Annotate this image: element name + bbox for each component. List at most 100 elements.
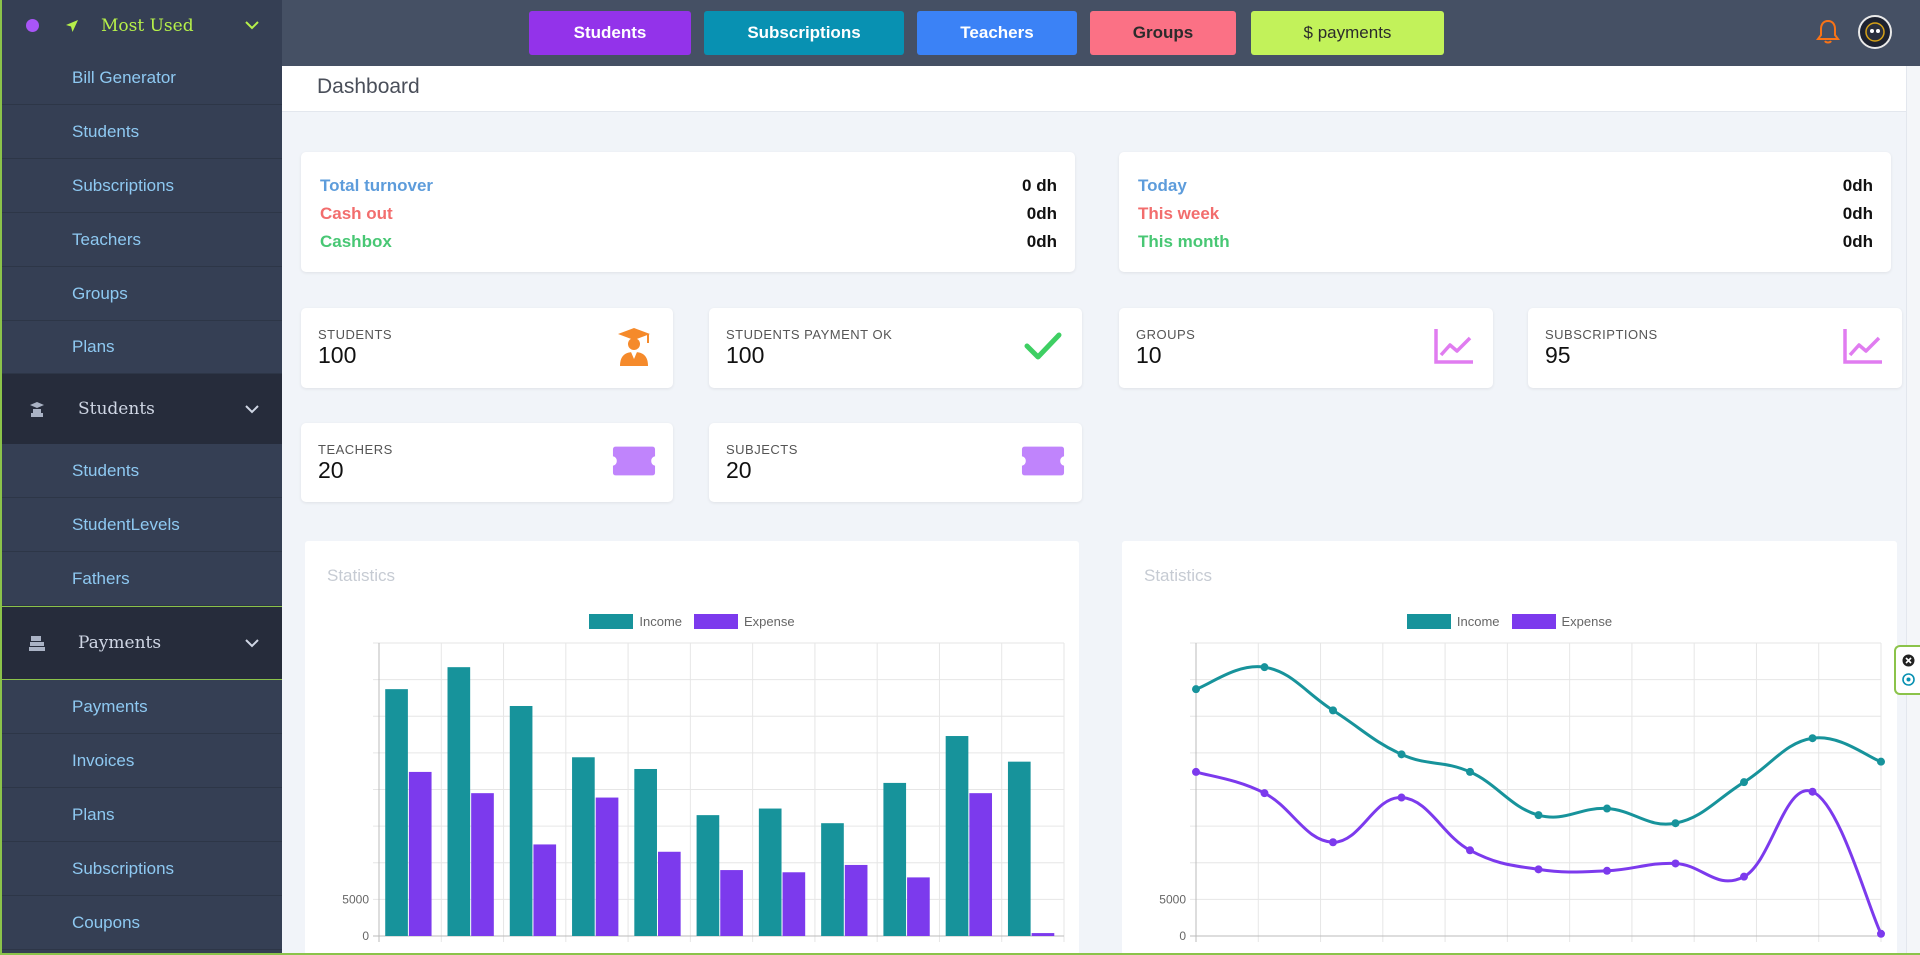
avatar[interactable]: [1858, 15, 1892, 49]
check-icon: [1021, 324, 1065, 368]
point-expense: [1329, 838, 1337, 847]
nav-button-payments[interactable]: $ payments: [1251, 11, 1444, 55]
ticket-icon: [1021, 439, 1065, 483]
stat-card-students[interactable]: STUDENTS 100: [301, 308, 673, 388]
sidebar-section-label: Most Used: [101, 15, 194, 36]
sidebar-section-most-used[interactable]: Most Used: [2, 0, 282, 51]
sidebar-item-subscriptions[interactable]: Subscriptions: [2, 159, 282, 213]
summary-value: 0dh: [1026, 204, 1057, 223]
y-tick-label: 0: [362, 929, 369, 943]
sidebar-section-label: Payments: [78, 633, 162, 653]
bar-income: [385, 689, 408, 936]
summary-label: This month: [1138, 232, 1230, 251]
sidebar-item-teachers[interactable]: Teachers: [2, 213, 282, 267]
graduate-icon: [26, 400, 48, 418]
legend-item-expense[interactable]: Expense: [694, 614, 795, 629]
side-widget[interactable]: [1894, 645, 1920, 695]
stat-label: STUDENTS PAYMENT OK: [726, 327, 893, 342]
sidebar-item-students[interactable]: Students: [2, 444, 282, 498]
summary-value: 0dh: [1026, 232, 1057, 251]
legend-item-expense[interactable]: Expense: [1511, 614, 1612, 629]
stat-card-students-payment-ok[interactable]: STUDENTS PAYMENT OK 100: [709, 308, 1082, 388]
sidebar-item-plans[interactable]: Plans: [2, 321, 282, 374]
close-icon[interactable]: [1902, 654, 1915, 667]
bar-expense: [471, 793, 494, 936]
bar-expense: [907, 877, 930, 936]
bar-chart: 0 5000: [342, 642, 1065, 943]
bar-income: [634, 768, 657, 936]
sidebar-item-student-levels[interactable]: StudentLevels: [2, 498, 282, 552]
chevron-down-icon: [244, 18, 260, 34]
line-expense: [1195, 770, 1883, 935]
summary-label: Cashbox: [320, 232, 392, 251]
stat-card-subjects[interactable]: SUBJECTS 20: [709, 423, 1082, 502]
summary-value: 0dh: [1842, 176, 1873, 195]
point-income: [1808, 734, 1817, 743]
bar-income: [883, 782, 907, 936]
bar-income: [509, 705, 533, 936]
chart-legend: Income Expense: [1122, 614, 1897, 629]
stat-card-teachers[interactable]: TEACHERS 20: [301, 423, 673, 502]
nav-button-subscriptions[interactable]: Subscriptions: [704, 11, 904, 55]
point-income: [1466, 767, 1474, 776]
stat-value: 20: [726, 457, 752, 483]
sidebar-item-bill-generator[interactable]: Bill Generator: [2, 51, 282, 105]
bar-income: [572, 757, 595, 936]
stat-value: 100: [726, 342, 765, 368]
sidebar-item-coupons[interactable]: Coupons: [2, 896, 282, 950]
chart-legend: Income Expense: [305, 614, 1079, 629]
bar-income: [447, 667, 471, 936]
summary-row: This week 0dh: [1138, 200, 1873, 228]
summary-label: Total turnover: [320, 176, 434, 195]
sidebar-section-payments[interactable]: Payments: [2, 606, 282, 680]
sidebar-item-subscriptions[interactable]: Subscriptions: [2, 842, 282, 896]
location-arrow-icon: [61, 19, 83, 33]
summary-label: Today: [1138, 176, 1187, 195]
stat-card-subscriptions[interactable]: SUBSCRIPTIONS 95: [1528, 308, 1902, 388]
point-expense: [1603, 866, 1611, 875]
sidebar-item-plans[interactable]: Plans: [2, 788, 282, 842]
bar-expense: [595, 797, 619, 936]
legend-item-income[interactable]: Income: [589, 614, 682, 629]
scrollbar[interactable]: [1906, 66, 1920, 955]
sidebar-item-invoices[interactable]: Invoices: [2, 734, 282, 788]
bar-expense: [969, 793, 993, 936]
summary-row: Cashbox 0dh: [320, 228, 1057, 256]
nav-button-groups[interactable]: Groups: [1090, 11, 1236, 55]
summary-row: Today 0dh: [1138, 172, 1873, 200]
point-income: [1534, 811, 1543, 820]
point-income: [1260, 663, 1269, 672]
chart-card-bar: Statistics Income Expense 0 5000: [305, 541, 1079, 955]
notification-bell-icon[interactable]: [1816, 18, 1840, 48]
summary-value: 0 dh: [1022, 176, 1057, 195]
point-expense: [1397, 793, 1406, 802]
sidebar-item-students[interactable]: Students: [2, 105, 282, 159]
chart-line-icon: [1841, 324, 1885, 368]
widget-icon[interactable]: [1901, 673, 1915, 687]
summary-value: 0dh: [1842, 204, 1873, 223]
nav-button-teachers[interactable]: Teachers: [917, 11, 1077, 55]
chevron-down-icon: [244, 635, 260, 651]
bar-expense: [720, 870, 743, 936]
bar-income: [696, 815, 720, 936]
sidebar-item-payments[interactable]: Payments: [2, 680, 282, 734]
point-expense: [1808, 787, 1817, 796]
bar-income: [945, 736, 969, 936]
y-tick-label: 0: [1179, 929, 1186, 943]
legend-item-income[interactable]: Income: [1406, 614, 1500, 629]
summary-row: Cash out 0dh: [320, 200, 1057, 228]
point-expense: [1534, 865, 1543, 874]
point-expense: [1671, 859, 1680, 868]
chart-card-line: Statistics Income Expense 0 5000: [1122, 541, 1897, 955]
stat-card-groups[interactable]: GROUPS 10: [1119, 308, 1493, 388]
page-header: Dashboard: [282, 66, 1920, 112]
y-tick-label: 5000: [342, 892, 369, 906]
point-income: [1397, 750, 1406, 759]
nav-button-students[interactable]: Students: [529, 11, 691, 55]
stat-label: SUBJECTS: [726, 442, 798, 457]
sidebar-section-students[interactable]: Students: [2, 374, 282, 444]
point-income: [1671, 819, 1680, 828]
sidebar-item-fathers[interactable]: Fathers: [2, 552, 282, 606]
sidebar-item-groups[interactable]: Groups: [2, 267, 282, 321]
y-tick-label: 5000: [1159, 892, 1186, 906]
